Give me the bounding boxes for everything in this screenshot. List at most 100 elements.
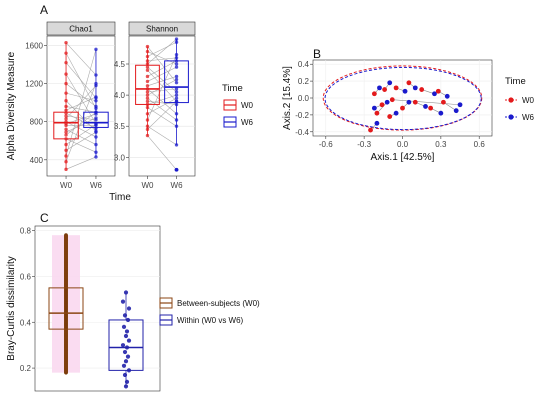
point-w0: [64, 72, 68, 76]
point-w6: [174, 74, 179, 79]
point-w6: [174, 37, 179, 41]
point-within: [126, 306, 132, 311]
point-w0: [145, 54, 150, 59]
point-w0: [387, 114, 393, 119]
point-w0: [145, 68, 150, 72]
y-tick-label: 0.8: [20, 227, 32, 236]
point-w0: [64, 142, 68, 147]
point-w6: [94, 95, 98, 99]
y-tick-label: 0.4: [298, 60, 310, 69]
point-w6: [412, 85, 418, 91]
point-w0: [145, 49, 150, 54]
point-w6: [94, 142, 98, 147]
point-w0: [145, 79, 150, 84]
point-within: [125, 354, 131, 359]
point-w0: [382, 87, 387, 92]
pair-line: [147, 101, 177, 105]
point-within: [122, 372, 128, 378]
pair-line: [147, 51, 177, 65]
pair-line: [147, 97, 177, 115]
point-w6: [174, 65, 179, 69]
point-w6: [174, 112, 179, 116]
point-w0: [435, 88, 441, 94]
pair-line: [65, 83, 97, 162]
point-w0: [145, 112, 150, 116]
point-w0: [64, 114, 68, 118]
pair-line: [147, 76, 177, 87]
pair-line: [147, 135, 177, 170]
legend-a: Time W0 W6: [222, 83, 254, 128]
legend-label: W6: [522, 113, 535, 122]
legend-label: Within (W0 vs W6): [177, 316, 244, 325]
x-tick-label: W0: [141, 181, 154, 190]
point-w6: [174, 96, 179, 100]
y-tick-label: 0.0: [298, 94, 310, 103]
point-w6: [94, 104, 98, 109]
point-w0: [64, 130, 68, 134]
y-tick-label: 3.0: [114, 153, 126, 162]
point-w0: [145, 90, 150, 94]
x-tick-label: 0.3: [435, 140, 447, 149]
x-tick-label: -0.6: [319, 140, 333, 149]
point-w6: [174, 99, 179, 104]
point-within: [123, 290, 129, 295]
y-tick-label: 4.0: [114, 91, 126, 100]
legend-title: Time: [505, 76, 526, 87]
point-w0: [64, 167, 68, 172]
y-tick-label: -0.2: [295, 111, 309, 120]
point-w0: [145, 84, 150, 88]
point-w0: [64, 160, 68, 164]
point-w6: [94, 150, 98, 154]
point-within: [122, 313, 128, 318]
point-w0: [400, 105, 405, 111]
x-tick-label: 0.0: [397, 140, 409, 149]
point-w6: [94, 116, 98, 120]
pair-line: [147, 46, 177, 83]
y-tick-label: 0.6: [20, 272, 32, 281]
point-w6: [94, 99, 98, 103]
point-w6: [174, 87, 179, 91]
point-w6: [174, 90, 179, 94]
point-w6: [174, 56, 179, 60]
point-w0: [145, 133, 150, 138]
point-w0: [419, 87, 425, 92]
point-w6: [393, 110, 399, 116]
point-within: [123, 384, 129, 389]
legend-label: W6: [241, 118, 254, 127]
y-tick-label: 4.5: [114, 60, 126, 69]
pair-line: [147, 88, 177, 93]
legend-c: Between-subjects (W0) Within (W0 vs W6): [159, 297, 260, 326]
point-w0: [64, 99, 68, 103]
point-w6: [174, 80, 179, 85]
pair-line: [147, 94, 177, 105]
point-w6: [432, 91, 437, 97]
box-0: [48, 287, 84, 330]
y-tick-label: 400: [30, 156, 44, 165]
point-within: [123, 333, 129, 339]
legend-title: Time: [222, 83, 243, 94]
facet-panel: [46, 35, 116, 177]
point-w6: [94, 110, 98, 114]
facet-title: Chao1: [69, 25, 93, 34]
point-w6: [402, 88, 408, 94]
point-within: [122, 349, 128, 355]
point-within: [126, 368, 132, 373]
panel-label-c: C: [40, 211, 49, 225]
point-w6: [371, 105, 377, 111]
point-w6: [94, 126, 98, 131]
point-within: [124, 329, 130, 334]
point-w6: [174, 118, 179, 122]
point-w6: [174, 102, 179, 107]
point-w6: [174, 143, 179, 147]
pair-line: [65, 73, 97, 124]
point-w0: [145, 105, 150, 110]
pair-line: [147, 125, 177, 146]
point-w6: [438, 110, 444, 116]
point-w0: [145, 124, 150, 128]
pair-line: [147, 41, 177, 57]
pair-line: [147, 70, 177, 102]
point-w0: [145, 65, 150, 69]
pair-line: [65, 106, 97, 113]
point-w6: [384, 99, 390, 105]
